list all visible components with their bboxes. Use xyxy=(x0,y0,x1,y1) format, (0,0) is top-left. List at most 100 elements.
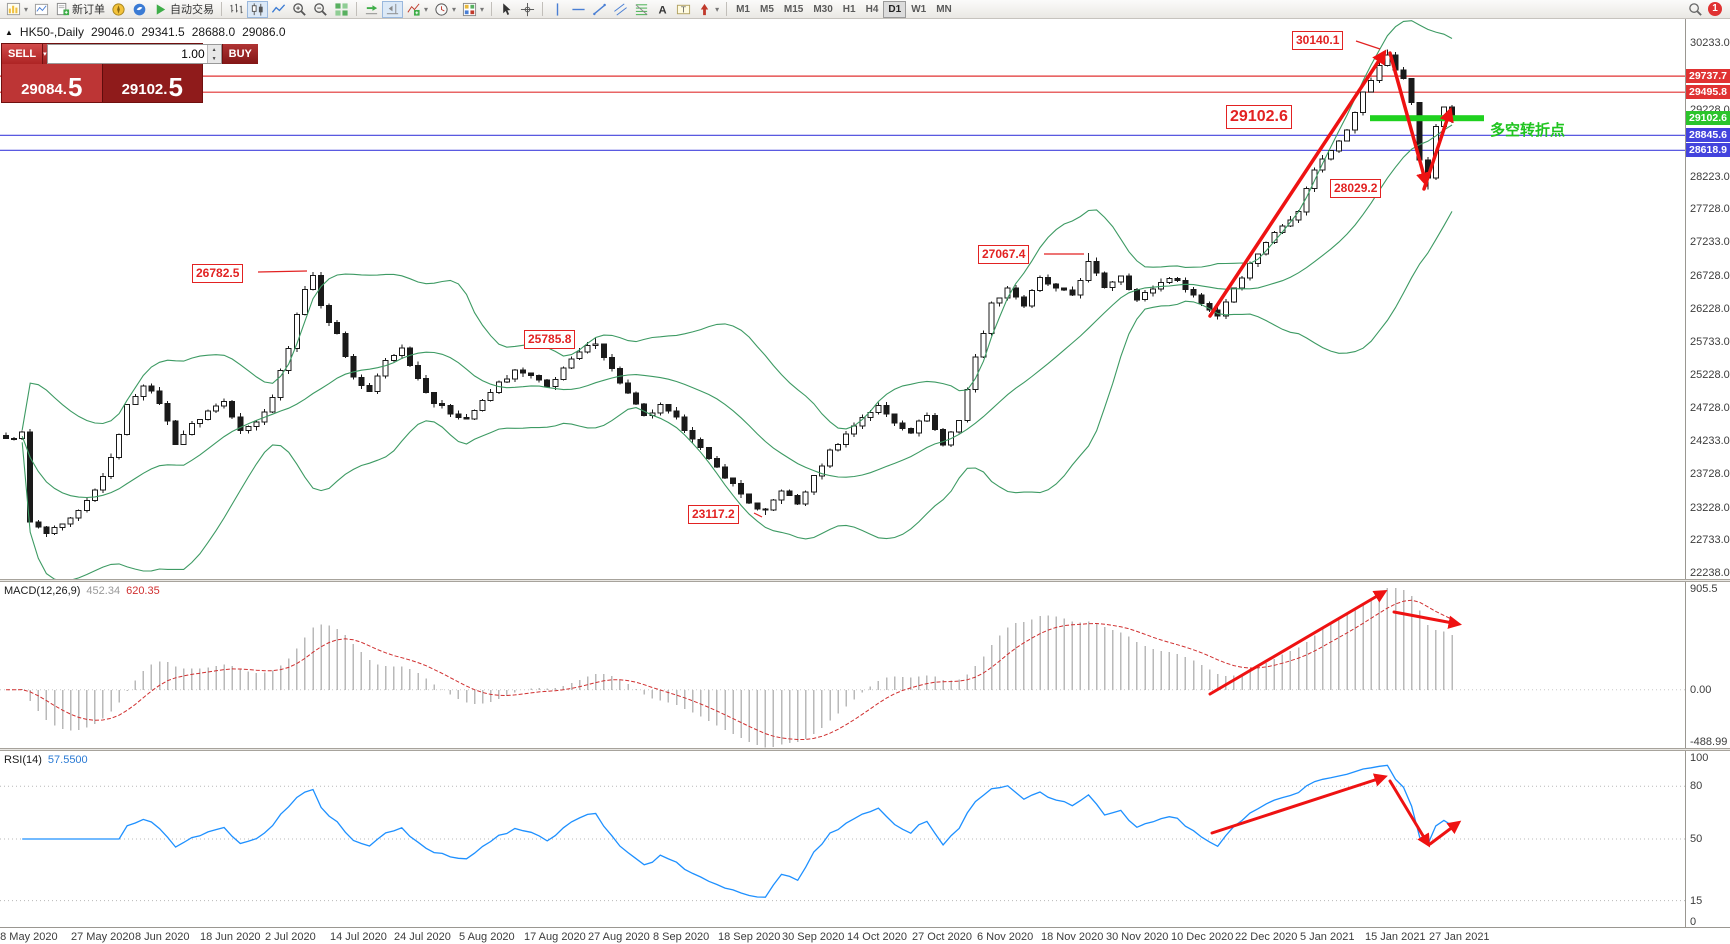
chart-window-button[interactable] xyxy=(31,1,52,18)
timeframe-m1-button[interactable]: M1 xyxy=(731,1,755,18)
price-tick-label: 25228.0 xyxy=(1690,369,1730,381)
rsi-panel[interactable]: RSI(14) 57.5500 xyxy=(0,751,1685,927)
bar-chart-button[interactable] xyxy=(226,1,247,18)
price-annotation[interactable]: 26782.5 xyxy=(192,264,244,283)
volume-input[interactable] xyxy=(47,45,207,63)
one-click-menu-button[interactable]: ▾ xyxy=(43,44,47,64)
period-button[interactable]: ▾ xyxy=(431,1,459,18)
price-annotation[interactable]: 23117.2 xyxy=(688,505,739,524)
search-icon[interactable] xyxy=(1688,2,1703,17)
tile-windows-button[interactable] xyxy=(331,1,352,18)
crosshair-icon xyxy=(520,2,535,17)
chevron-down-icon: ▾ xyxy=(480,4,485,14)
one-click-toggle-icon[interactable]: ▲ xyxy=(5,27,13,37)
price-tick-label: 22238.0 xyxy=(1690,567,1730,579)
new-order-button[interactable]: 新订单 xyxy=(52,1,108,18)
crosshair-button[interactable] xyxy=(517,1,538,18)
timeframe-m5-button[interactable]: M5 xyxy=(755,1,779,18)
chart-shift-button[interactable] xyxy=(382,0,404,18)
play-icon xyxy=(153,2,168,17)
new-chart-button[interactable]: ▾ xyxy=(3,1,31,18)
rsi-trend-arrows[interactable] xyxy=(1210,773,1462,848)
time-tick-label: 18 Nov 2020 xyxy=(1041,931,1104,943)
text-a-icon: A xyxy=(655,2,670,17)
timeframe-h1-button[interactable]: H1 xyxy=(838,1,861,18)
trend-arrows[interactable] xyxy=(1208,49,1454,318)
line-chart-button[interactable] xyxy=(268,1,289,18)
autotrading-button[interactable]: 自动交易 xyxy=(150,1,217,18)
timeframe-m30-button[interactable]: M30 xyxy=(808,1,837,18)
timeframe-w1-button[interactable]: W1 xyxy=(906,1,931,18)
channel-icon xyxy=(613,2,628,17)
trendline-button[interactable] xyxy=(589,1,610,18)
macd-histogram xyxy=(21,587,1453,748)
macd-value: 452.34 xyxy=(86,585,121,597)
price-chart-panel[interactable]: ▲ HK50-,Daily 29046.0 29341.5 28688.0 29… xyxy=(0,19,1685,579)
panel-separator[interactable] xyxy=(0,748,1730,751)
price-annotation[interactable]: 29102.6 xyxy=(1226,105,1292,129)
line-icon xyxy=(271,2,286,17)
price-axis[interactable]: 30233.0 29228.0 28223.0 27728.0 27233.0 26728… xyxy=(1685,19,1730,928)
time-tick-label: 27 Oct 2020 xyxy=(912,931,972,943)
price-annotation[interactable]: 30140.1 xyxy=(1292,31,1344,50)
channel-button[interactable] xyxy=(610,1,631,18)
zone-label[interactable]: 多空转折点 xyxy=(1490,122,1566,139)
bars-icon xyxy=(229,2,244,17)
shapes-button[interactable]: ▾ xyxy=(694,1,722,18)
price-annotation[interactable]: 28029.2 xyxy=(1330,179,1382,198)
zoom-in-button[interactable] xyxy=(289,1,310,18)
ohlc-open: 29046.0 xyxy=(90,25,135,39)
buy-price-main: 29102. xyxy=(121,80,168,98)
volume-up-button[interactable]: ▲ xyxy=(207,45,221,54)
price-tick-label: 26728.0 xyxy=(1690,270,1730,282)
candlestick-chart-button[interactable] xyxy=(247,0,269,18)
vertical-line-button[interactable] xyxy=(547,1,568,18)
auto-scroll-button[interactable] xyxy=(361,1,382,18)
volume-down-button[interactable]: ▼ xyxy=(207,54,221,63)
price-tick-label: 24728.0 xyxy=(1690,402,1730,414)
timeframe-d1-button[interactable]: D1 xyxy=(883,0,907,18)
rsi-tick-label: 50 xyxy=(1690,833,1703,845)
price-annotation[interactable]: 25785.8 xyxy=(524,330,576,349)
new-order-button-label: 新订单 xyxy=(72,4,106,16)
macd-plot[interactable] xyxy=(0,582,1685,748)
templates-button[interactable]: ▾ xyxy=(459,1,487,18)
macd-panel[interactable]: MACD(12,26,9) 452.34 620.35 xyxy=(0,582,1685,748)
indicators-button[interactable]: ▾ xyxy=(403,1,431,18)
timeframe-h4-button[interactable]: H4 xyxy=(861,1,884,18)
macd-signal-value: 620.35 xyxy=(126,585,160,597)
sell-button[interactable]: SELL xyxy=(2,44,44,64)
fibonacci-button[interactable] xyxy=(631,1,652,18)
price-tick-label: 23728.0 xyxy=(1690,468,1730,480)
price-annotation[interactable]: 27067.4 xyxy=(978,245,1030,264)
community-button[interactable] xyxy=(129,1,150,18)
label-button[interactable]: T xyxy=(673,1,694,18)
metaeditor-button[interactable] xyxy=(108,1,129,18)
buy-price[interactable]: 29102. 5 xyxy=(102,64,202,102)
rsi-value: 57.5500 xyxy=(47,754,88,766)
time-tick-label: 18 Sep 2020 xyxy=(718,931,781,943)
sell-price[interactable]: 29084. 5 xyxy=(2,64,103,102)
rsi-plot[interactable] xyxy=(0,751,1685,927)
new-order-icon xyxy=(55,2,70,17)
time-axis[interactable]: 18 May 2020 27 May 2020 8 Jun 2020 18 Jun 2… xyxy=(0,927,1730,944)
support-zone[interactable] xyxy=(1370,115,1484,122)
panel-separator[interactable] xyxy=(0,579,1730,582)
macd-trend-arrows[interactable] xyxy=(1208,589,1462,696)
horizontal-line-button[interactable] xyxy=(568,1,589,18)
price-plot[interactable] xyxy=(0,19,1685,579)
cursor-button[interactable] xyxy=(496,1,517,18)
new-chart-icon xyxy=(6,2,21,17)
zoom-out-button[interactable] xyxy=(310,1,331,18)
timeframe-m15-button[interactable]: M15 xyxy=(779,1,808,18)
time-tick-label: 5 Aug 2020 xyxy=(459,931,515,943)
tile-icon xyxy=(334,2,349,17)
notification-badge[interactable]: 1 xyxy=(1708,2,1722,16)
text-button[interactable]: A xyxy=(652,1,673,18)
time-tick-label: 27 Jan 2021 xyxy=(1429,931,1490,943)
macd-signal-line xyxy=(6,599,1453,740)
buy-button[interactable]: BUY xyxy=(221,44,258,64)
price-tick-label: 30233.0 xyxy=(1690,37,1730,49)
timeframe-mn-button[interactable]: MN xyxy=(931,1,957,18)
toolbar: ▾ 新订单 自动交易 ▾ ▾ ▾ A T ▾ M1 M5 M15 M30 H1 H4 D1 W1 MN 1 xyxy=(0,0,1730,19)
